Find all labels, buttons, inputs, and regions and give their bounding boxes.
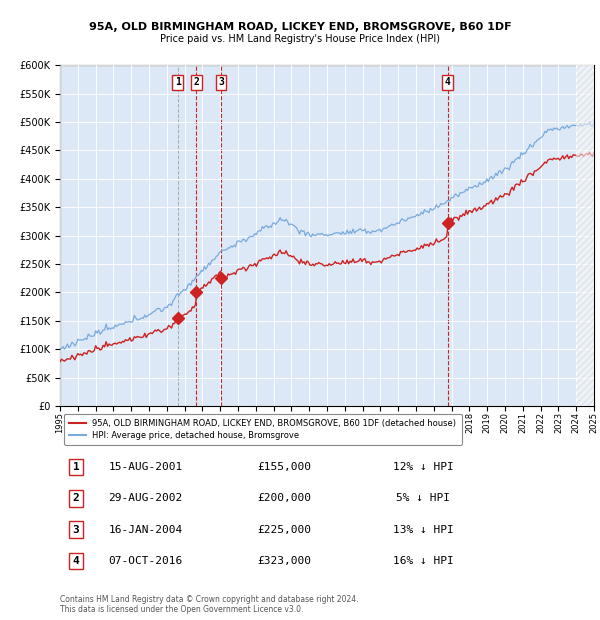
Text: Contains HM Land Registry data © Crown copyright and database right 2024.: Contains HM Land Registry data © Crown c… [60,595,359,604]
Text: 15-AUG-2001: 15-AUG-2001 [109,462,182,472]
Text: 12% ↓ HPI: 12% ↓ HPI [393,462,454,472]
Text: This data is licensed under the Open Government Licence v3.0.: This data is licensed under the Open Gov… [60,604,304,614]
Text: 5% ↓ HPI: 5% ↓ HPI [396,494,450,503]
Text: 07-OCT-2016: 07-OCT-2016 [109,556,182,566]
Text: £225,000: £225,000 [257,525,311,534]
Text: 95A, OLD BIRMINGHAM ROAD, LICKEY END, BROMSGROVE, B60 1DF: 95A, OLD BIRMINGHAM ROAD, LICKEY END, BR… [89,22,511,32]
Text: 4: 4 [73,556,79,566]
Polygon shape [576,65,594,406]
Text: 29-AUG-2002: 29-AUG-2002 [109,494,182,503]
Text: £200,000: £200,000 [257,494,311,503]
Text: Price paid vs. HM Land Registry's House Price Index (HPI): Price paid vs. HM Land Registry's House … [160,34,440,44]
Text: £155,000: £155,000 [257,462,311,472]
Text: 4: 4 [445,77,451,87]
Legend: 95A, OLD BIRMINGHAM ROAD, LICKEY END, BROMSGROVE, B60 1DF (detached house), HPI:: 95A, OLD BIRMINGHAM ROAD, LICKEY END, BR… [64,414,461,445]
Text: 1: 1 [73,462,79,472]
Text: 13% ↓ HPI: 13% ↓ HPI [393,525,454,534]
Text: 1: 1 [175,77,181,87]
Text: 2: 2 [73,494,79,503]
Text: 2: 2 [193,77,199,87]
Text: 16-JAN-2004: 16-JAN-2004 [109,525,182,534]
Text: 16% ↓ HPI: 16% ↓ HPI [393,556,454,566]
Text: £323,000: £323,000 [257,556,311,566]
Text: 3: 3 [73,525,79,534]
Text: 3: 3 [218,77,224,87]
